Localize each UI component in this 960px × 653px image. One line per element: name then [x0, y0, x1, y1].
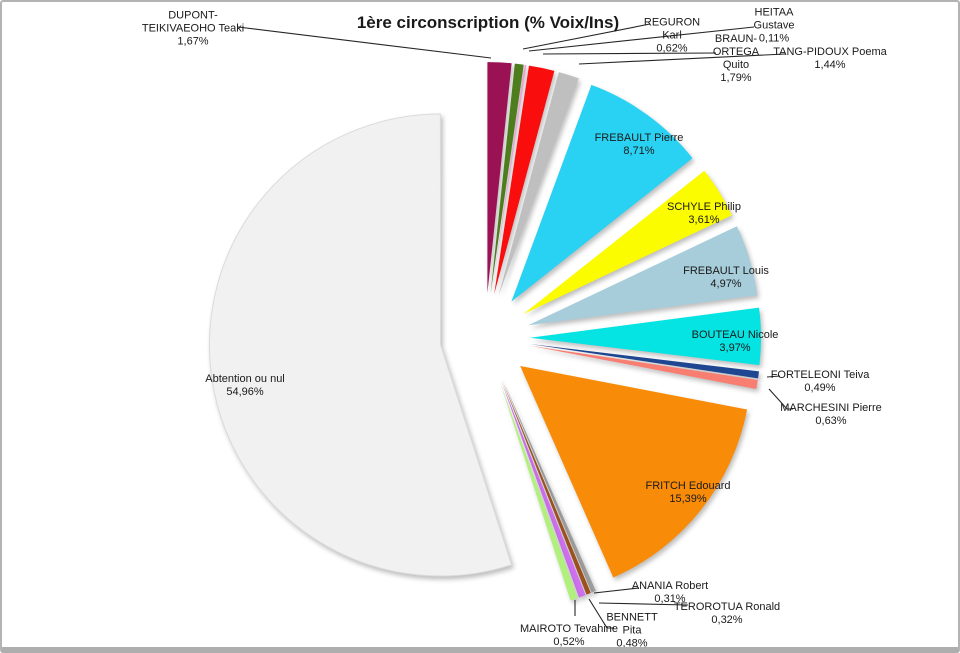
leader-line-13: [598, 602, 689, 606]
slice-label-10: MARCHESINI Pierre 0,63%: [780, 402, 882, 427]
slice-label-14: BENNETT Pita 0,48%: [606, 611, 658, 650]
slice-label-15: MAIROTO Tevahine 0,52%: [519, 623, 619, 648]
slice-label-6: SCHYLE Philip 3,61%: [667, 201, 741, 226]
pie-slice-13: [501, 379, 591, 595]
pie-slice-5: [511, 84, 693, 302]
pie-slice-8: [530, 307, 762, 366]
slice-label-16: Abtention ou nul 54,96%: [205, 373, 285, 398]
leader-line-14: [588, 598, 614, 629]
pie-slice-15: [499, 380, 578, 601]
pie-slice-6: [523, 170, 732, 315]
pie-slice-11: [520, 366, 748, 578]
slice-label-9: FORTELEONI Teiva 0,49%: [770, 369, 870, 394]
slice-label-7: FREBAULT Louis 4,97%: [683, 265, 769, 290]
leader-line-2: [528, 26, 755, 52]
slice-label-8: BOUTEAU Nicole 3,97%: [691, 329, 779, 354]
pie-slice-3: [494, 65, 555, 294]
slice-label-2: HEITAA Gustave 0,11%: [753, 6, 795, 45]
leader-line-3: [542, 52, 717, 55]
slice-label-0: DUPONT- TEIKIVAEOHO Teaki 1,67%: [141, 9, 245, 48]
pie-slice-0: [487, 62, 512, 294]
slice-label-12: ANANIA Robert 0,31%: [631, 580, 709, 605]
leader-line-1: [522, 23, 651, 50]
leader-line-12: [593, 587, 640, 594]
slice-label-11: FRITCH Edouard 15,39%: [645, 480, 731, 505]
leader-line-0: [237, 26, 492, 59]
leader-line-4: [578, 53, 786, 65]
slice-label-13: TEROROTUA Ronald 0,32%: [673, 601, 781, 626]
pie-slice-7: [528, 226, 758, 326]
pie-slice-9: [529, 344, 759, 379]
chart-title: 1ère circonscription (% Voix/Ins): [356, 13, 620, 32]
slice-label-1: REGURON Karl 0,62%: [643, 16, 701, 55]
pie-slice-10: [529, 345, 758, 389]
leader-line-9: [766, 375, 781, 378]
pie-slice-16: [208, 113, 513, 577]
pie-slice-14: [500, 380, 586, 598]
pie-slice-4: [498, 72, 579, 296]
pie-slice-1: [490, 63, 524, 294]
slice-label-5: FREBAULT Pierre 8,71%: [594, 132, 684, 157]
pie-slice-12: [502, 379, 596, 593]
slice-label-3: BRAUN- ORTEGA Quito 1,79%: [712, 33, 760, 84]
leader-line-10: [768, 388, 793, 410]
pie-slice-2: [491, 64, 527, 294]
slice-label-4: TANG-PIDOUX Poema 1,44%: [773, 46, 887, 71]
